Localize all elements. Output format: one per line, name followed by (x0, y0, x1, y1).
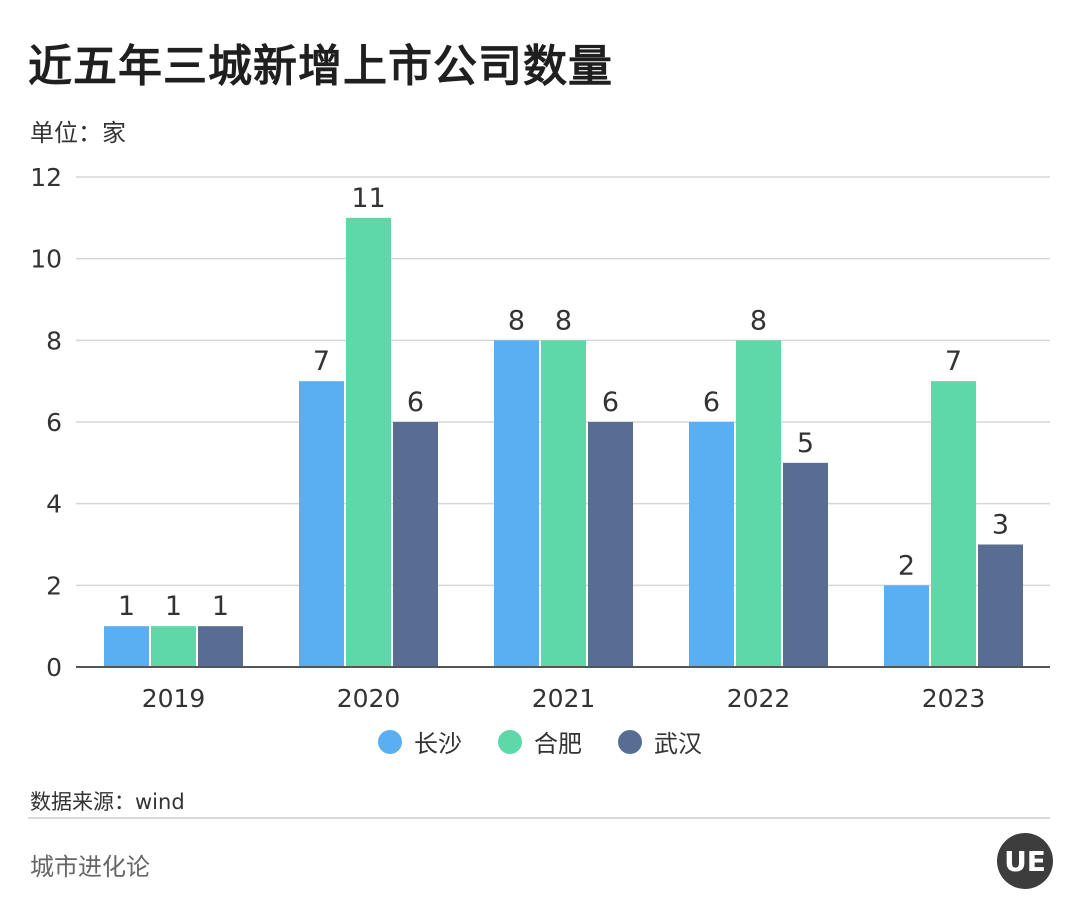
footer-divider (28, 817, 1050, 819)
y-tick-label: 10 (30, 245, 62, 274)
bar (494, 340, 539, 667)
data-label: 8 (750, 305, 767, 336)
data-label: 11 (351, 183, 385, 214)
data-label: 6 (407, 387, 424, 418)
bar (931, 381, 976, 667)
legend-label-changsha: 长沙 (414, 730, 462, 758)
bar (783, 462, 828, 667)
data-label: 1 (212, 591, 229, 622)
x-tick-label: 2021 (532, 684, 596, 713)
y-tick-label: 2 (46, 571, 62, 600)
y-tick-label: 4 (46, 490, 62, 519)
bar (151, 626, 196, 667)
bar (978, 544, 1023, 667)
legend-item-wuhan[interactable]: 武汉 (618, 724, 702, 759)
legend-dot-changsha (378, 729, 402, 754)
data-label: 8 (555, 305, 572, 336)
data-label: 8 (508, 305, 525, 336)
legend-item-changsha[interactable]: 长沙 (378, 724, 462, 759)
y-tick-label: 6 (46, 408, 62, 437)
data-label: 7 (945, 346, 962, 377)
bar (884, 585, 929, 667)
data-label: 7 (313, 346, 330, 377)
x-tick-label: 2020 (337, 684, 401, 713)
bar (198, 626, 243, 667)
y-tick-label: 8 (46, 326, 62, 355)
bar (346, 217, 391, 668)
data-label: 5 (797, 428, 814, 459)
data-source: 数据来源：wind (30, 790, 185, 814)
legend-item-hefei[interactable]: 合肥 (498, 724, 582, 759)
legend-dot-hefei (498, 729, 522, 754)
bar (736, 340, 781, 667)
legend-label-hefei: 合肥 (534, 730, 582, 758)
brand-name: 城市进化论 (30, 853, 150, 881)
bar (588, 422, 633, 667)
x-tick-label: 2019 (142, 684, 206, 713)
brand-logo-icon: UE (997, 833, 1053, 889)
unit-label: 单位：家 (30, 119, 126, 147)
legend-label-wuhan: 武汉 (654, 730, 702, 758)
data-label: 6 (602, 387, 619, 418)
bar (689, 422, 734, 667)
bar (104, 626, 149, 667)
x-tick-label: 2023 (922, 684, 986, 713)
legend-dot-wuhan (618, 729, 642, 754)
data-label: 2 (898, 550, 915, 581)
y-tick-label: 0 (46, 653, 62, 682)
x-tick-label: 2022 (727, 684, 791, 713)
bar (541, 340, 586, 667)
bar (393, 422, 438, 667)
data-label: 3 (992, 510, 1009, 541)
chart-title: 近五年三城新增上市公司数量 (28, 41, 613, 92)
legend: 长沙 合肥 武汉 (0, 724, 1080, 759)
data-label: 6 (703, 387, 720, 418)
data-label: 1 (165, 591, 182, 622)
bar (299, 381, 344, 667)
y-tick-label: 12 (30, 163, 62, 192)
data-label: 1 (118, 591, 135, 622)
